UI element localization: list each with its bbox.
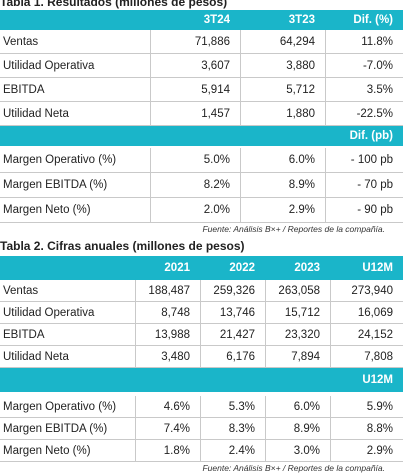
cell-value: 21,427 — [200, 324, 265, 346]
cell-value: - 100 pb — [325, 148, 403, 173]
cell-value: 24,152 — [330, 324, 403, 346]
cell-value: 23,320 — [265, 324, 330, 346]
subheader: U12M — [0, 368, 403, 392]
cell-value: 5,712 — [240, 78, 325, 102]
cell-value: 6.0% — [240, 148, 325, 173]
cell-value: 2.4% — [200, 440, 265, 462]
cell-value: -7.0% — [325, 54, 403, 78]
column-header: 3T23 — [240, 10, 325, 30]
cell-value: 6.0% — [265, 396, 330, 418]
cell-value: 6,176 — [200, 346, 265, 368]
table-title: Tabla 1. Resultados (millones de pesos) — [0, 0, 228, 9]
cell-value: 5,914 — [150, 78, 240, 102]
row-label: Ventas — [0, 30, 150, 54]
cell-value: 7,894 — [265, 346, 330, 368]
cell-value: 263,058 — [265, 280, 330, 302]
cell-value: 8,748 — [135, 302, 200, 324]
cell-value: 13,988 — [135, 324, 200, 346]
cell-value: 8.2% — [150, 173, 240, 198]
row-label: Utilidad Neta — [0, 102, 150, 126]
row-label: Utilidad Operativa — [0, 54, 150, 78]
row-label: Margen Neto (%) — [0, 198, 150, 223]
column-header: 2021 — [135, 256, 200, 280]
cell-value: 64,294 — [240, 30, 325, 54]
cell-value: 16,069 — [330, 302, 403, 324]
cell-value: 2.9% — [240, 198, 325, 223]
cell-value: 7,808 — [330, 346, 403, 368]
source-note: Fuente: Análisis B×+ / Reportes de la co… — [202, 224, 385, 234]
subheader: Dif. (pb) — [0, 126, 403, 146]
row-label: Margen EBITDA (%) — [0, 418, 135, 440]
column-header: 2022 — [200, 256, 265, 280]
column-header: U12M — [330, 256, 403, 280]
cell-value: 3,607 — [150, 54, 240, 78]
row-label: EBITDA — [0, 78, 150, 102]
cell-value: 1,880 — [240, 102, 325, 126]
source-note: Fuente: Análisis B×+ / Reportes de la co… — [202, 463, 385, 473]
cell-value: 5.9% — [330, 396, 403, 418]
cell-value: 15,712 — [265, 302, 330, 324]
cell-value: 7.4% — [135, 418, 200, 440]
cell-value: 71,886 — [150, 30, 240, 54]
column-header: 2023 — [265, 256, 330, 280]
cell-value: 188,487 — [135, 280, 200, 302]
column-header: Dif. (%) — [325, 10, 403, 30]
cell-value: 8.8% — [330, 418, 403, 440]
row-label: Utilidad Neta — [0, 346, 135, 368]
cell-value: 8.9% — [265, 418, 330, 440]
cell-value: - 70 pb — [325, 173, 403, 198]
cell-value: 259,326 — [200, 280, 265, 302]
cell-value: 2.0% — [150, 198, 240, 223]
cell-value: 3,480 — [135, 346, 200, 368]
cell-value: 8.3% — [200, 418, 265, 440]
row-label: Margen Operativo (%) — [0, 396, 135, 418]
row-label: Margen EBITDA (%) — [0, 173, 150, 198]
cell-value: 3,880 — [240, 54, 325, 78]
cell-value: 5.3% — [200, 396, 265, 418]
row-label: Utilidad Operativa — [0, 302, 135, 324]
cell-value: 2.9% — [330, 440, 403, 462]
row-label: Margen Neto (%) — [0, 440, 135, 462]
cell-value: 11.8% — [325, 30, 403, 54]
cell-value: - 90 pb — [325, 198, 403, 223]
cell-value: 3.5% — [325, 78, 403, 102]
cell-value: 1,457 — [150, 102, 240, 126]
row-label: EBITDA — [0, 324, 135, 346]
row-label: Margen Operativo (%) — [0, 148, 150, 173]
cell-value: 1.8% — [135, 440, 200, 462]
cell-value: 5.0% — [150, 148, 240, 173]
cell-value: 3.0% — [265, 440, 330, 462]
cell-value: 273,940 — [330, 280, 403, 302]
cell-value: 8.9% — [240, 173, 325, 198]
cell-value: 4.6% — [135, 396, 200, 418]
cell-value: 13,746 — [200, 302, 265, 324]
table-title: Tabla 2. Cifras anuales (millones de pes… — [0, 239, 245, 253]
row-label: Ventas — [0, 280, 135, 302]
column-header: 3T24 — [150, 10, 240, 30]
cell-value: -22.5% — [325, 102, 403, 126]
